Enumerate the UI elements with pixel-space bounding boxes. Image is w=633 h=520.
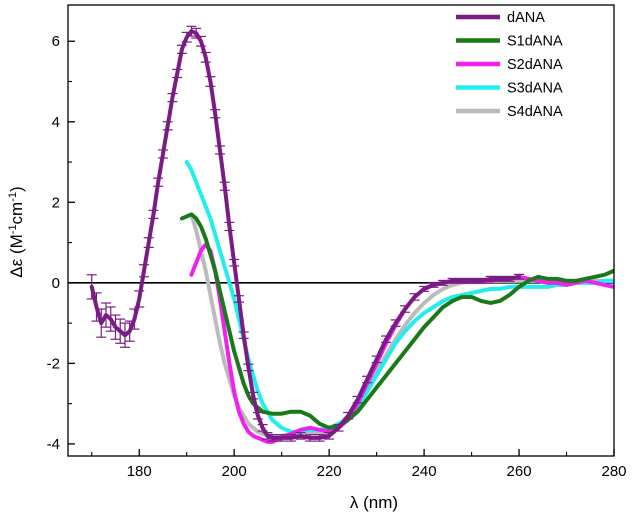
x-tick-label: 220 xyxy=(317,463,342,480)
legend-label-dANA: dANA xyxy=(507,10,545,26)
series-line-S1dANA xyxy=(179,212,614,430)
y-tick-label: 4 xyxy=(52,114,60,131)
series-S1dANA xyxy=(179,212,614,430)
axes: 180 200 220 240 260 280 -4 -2 0 2 4 6 xyxy=(47,4,627,480)
x-axis-title: λ (nm) xyxy=(350,493,398,512)
y-tick-label: 2 xyxy=(52,194,60,211)
legend-label-S2dANA: S2dANA xyxy=(507,57,563,73)
series-line-dANA xyxy=(89,29,522,440)
y-axis-title: Δε (M-1cm-1) xyxy=(7,186,26,277)
legend: dANA S1dANA S2dANA S3dANA S4dANA xyxy=(456,10,563,120)
y-tick-label: 6 xyxy=(52,33,60,50)
plot-area xyxy=(68,25,614,444)
legend-label-S3dANA: S3dANA xyxy=(507,81,563,97)
y-axis-title-part: -1 xyxy=(7,224,19,234)
x-tick-label: 260 xyxy=(507,463,532,480)
y-axis-title-part: ) xyxy=(7,186,26,192)
y-tick-label: 0 xyxy=(52,275,60,292)
y-axis-title-part: cm xyxy=(7,202,26,225)
legend-label-S4dANA: S4dANA xyxy=(507,104,563,120)
y-tick-label: -4 xyxy=(47,436,60,453)
x-tick-label: 280 xyxy=(601,463,626,480)
x-tick-label: 200 xyxy=(222,463,247,480)
y-axis-title-part: -1 xyxy=(7,192,19,202)
y-tick-label: -2 xyxy=(47,355,60,372)
y-axis-title-part: Δε (M xyxy=(7,234,26,277)
series-line-S3dANA xyxy=(184,160,614,434)
plot-frame xyxy=(67,4,615,457)
series-group xyxy=(68,25,614,444)
legend-label-S1dANA: S1dANA xyxy=(507,34,563,50)
x-tick-label: 180 xyxy=(127,463,152,480)
x-tick-label: 240 xyxy=(412,463,437,480)
series-dANA xyxy=(86,25,525,442)
series-S3dANA xyxy=(184,160,614,434)
